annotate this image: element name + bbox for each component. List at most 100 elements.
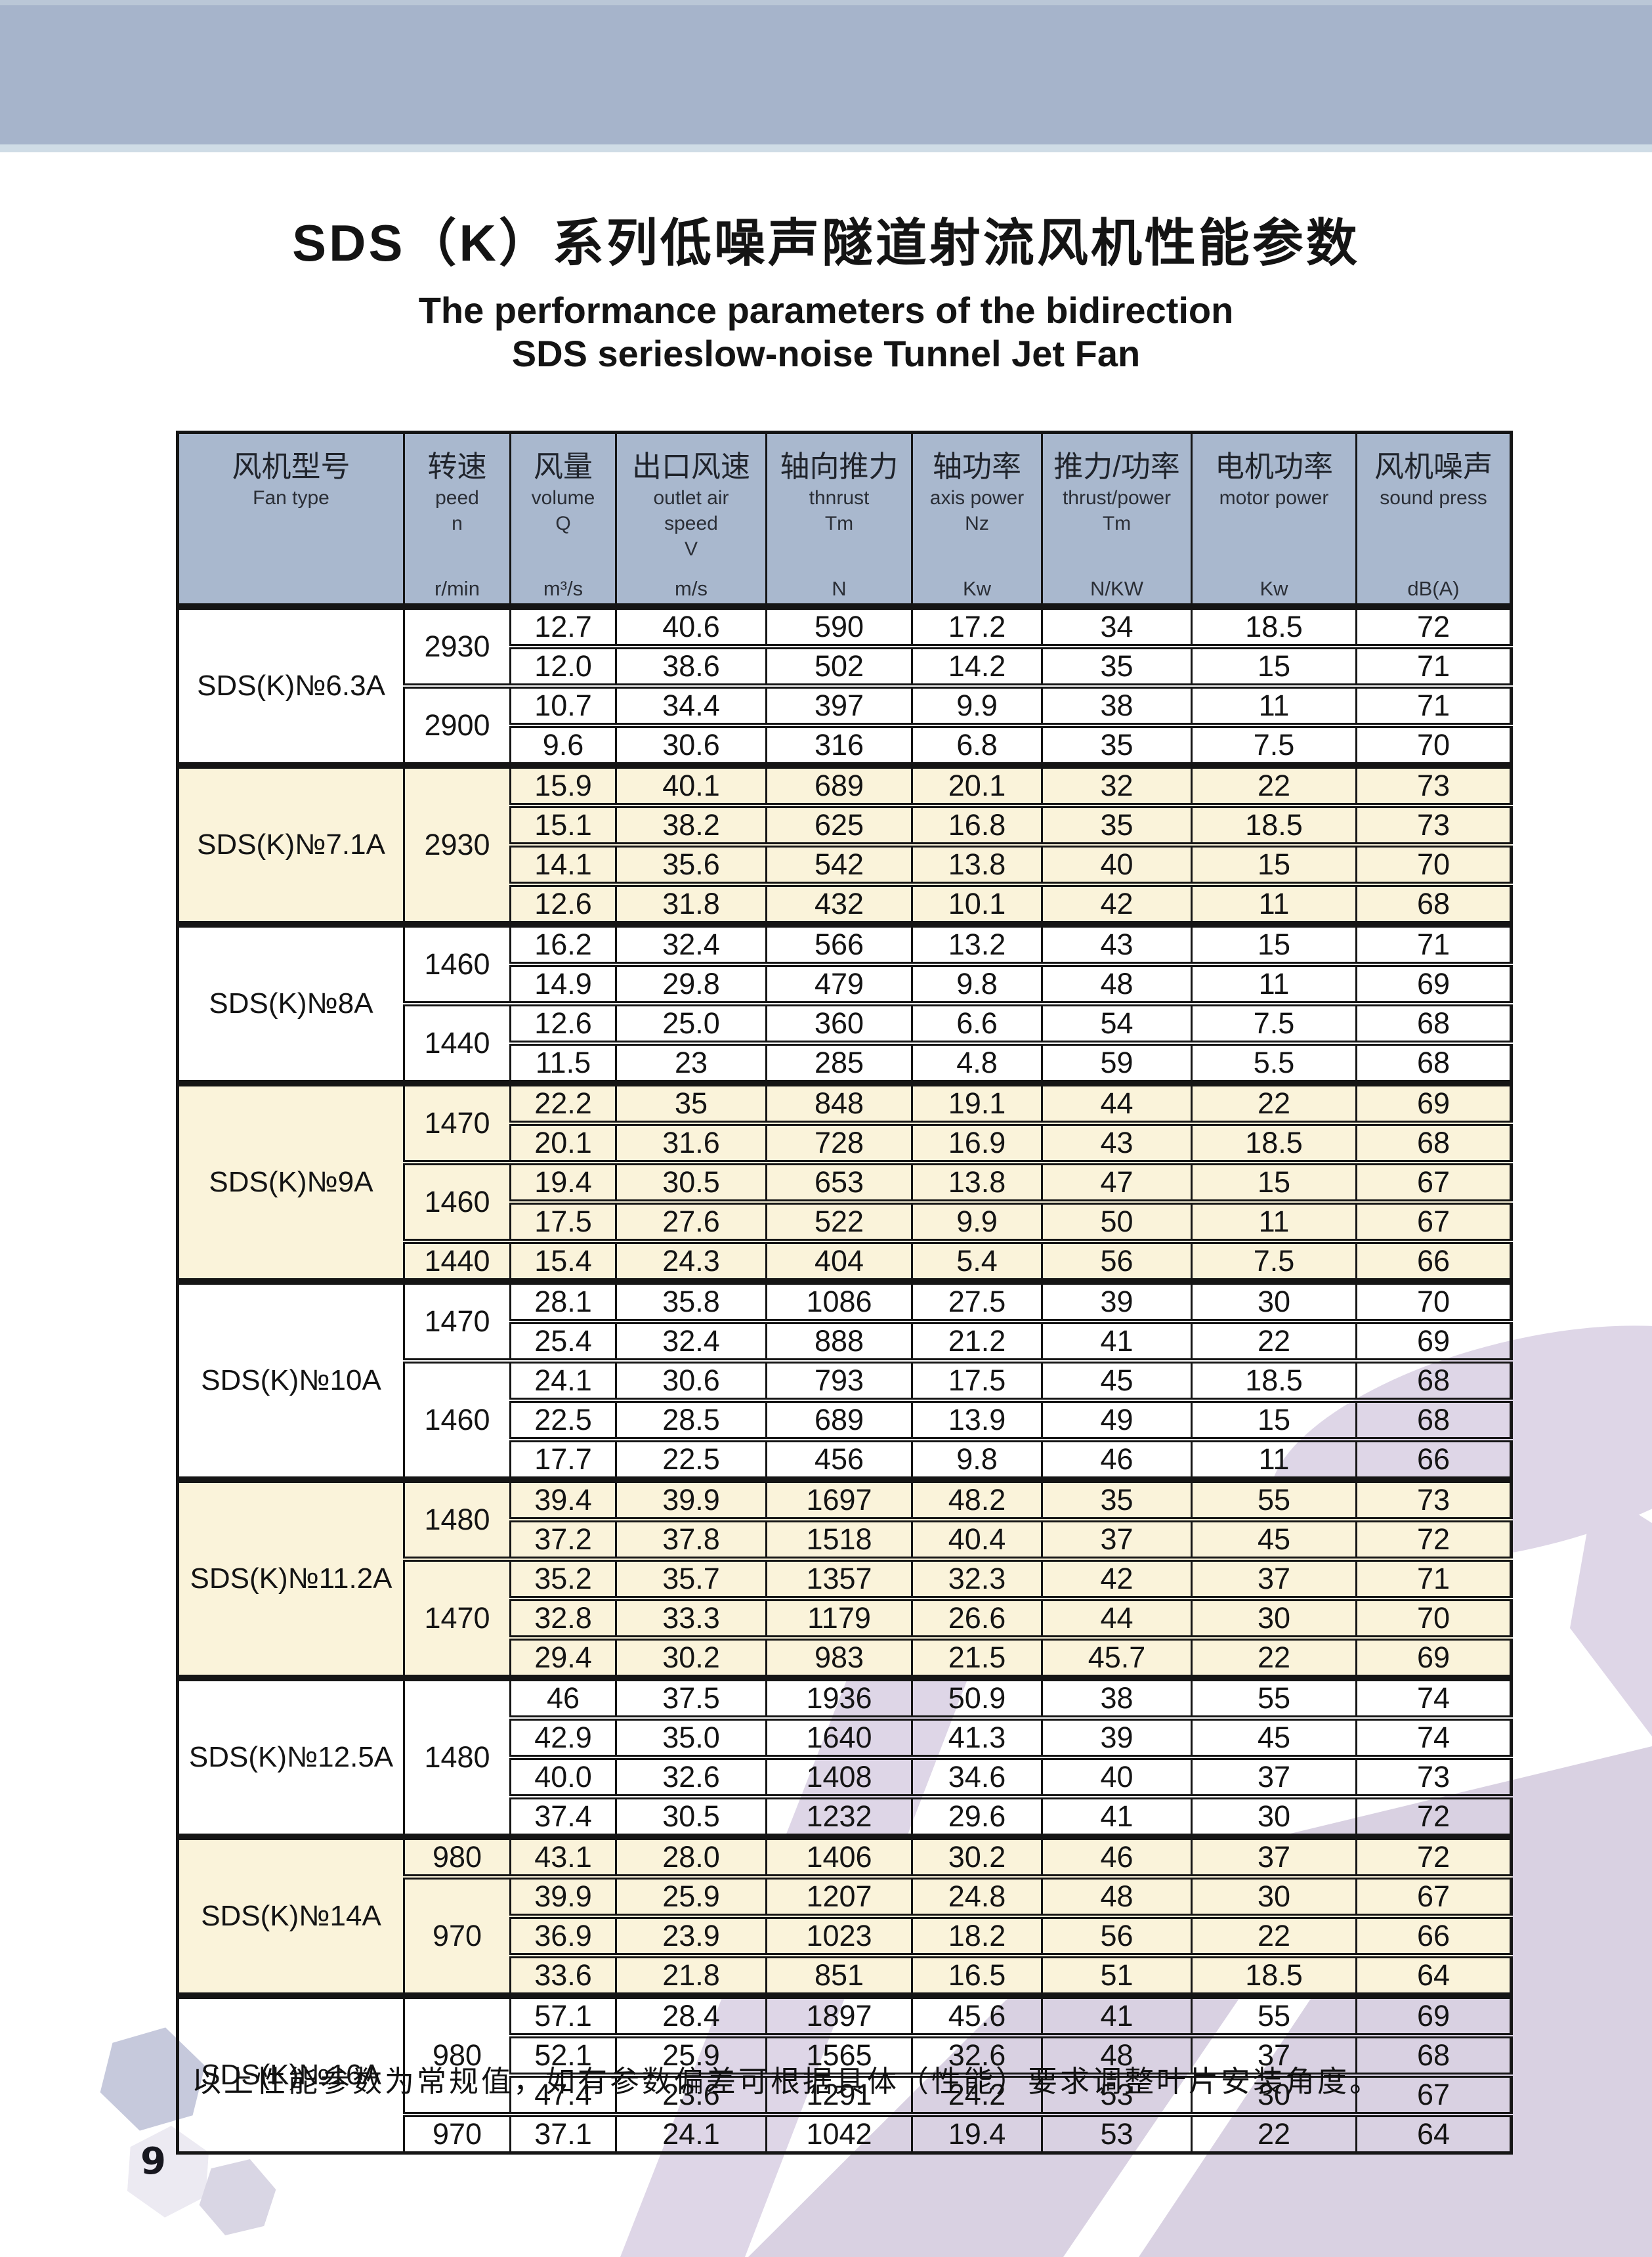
speed-cell: 1470 bbox=[403, 1557, 511, 1678]
table-row: 22.5 28.5 689 13.9 49 15 68 bbox=[178, 1398, 1512, 1440]
table-row: 40.0 32.6 1408 34.6 40 37 73 bbox=[178, 1755, 1512, 1797]
table-row: 9.6 30.6 316 6.8 35 7.5 70 bbox=[178, 723, 1512, 765]
fan-model-cell: SDS(K)№8A bbox=[177, 922, 405, 1083]
column-header-en: thnrust bbox=[809, 487, 870, 509]
value-cell: 43 bbox=[1041, 1121, 1193, 1163]
column-header-0: 风机型号 Fan type bbox=[177, 432, 405, 610]
value-cell: 53 bbox=[1041, 2112, 1193, 2153]
table-row: 1460 19.4 30.5 653 13.8 47 15 67 bbox=[178, 1160, 1512, 1241]
value-cell: 848 bbox=[765, 1081, 913, 1123]
value-cell: 22 bbox=[1191, 1914, 1357, 1956]
value-cell: 40.1 bbox=[615, 763, 767, 806]
table-row: 33.6 21.8 851 16.5 51 18.5 64 bbox=[178, 1953, 1512, 1996]
value-cell: 35.7 bbox=[615, 1557, 767, 1599]
fan-group: SDS(K)№12.5A 1480 46 37.5 1936 50.9 38 55 74 42.9… bbox=[177, 1675, 1512, 1837]
value-cell: 74 bbox=[1355, 1715, 1512, 1757]
value-cell: 1406 bbox=[765, 1834, 913, 1877]
value-cell: 40.6 bbox=[615, 604, 767, 647]
column-header-unit: dB(A) bbox=[1407, 577, 1460, 600]
value-cell: 9.9 bbox=[911, 1199, 1043, 1241]
table-row: 37.2 37.8 1518 40.4 37 45 72 bbox=[178, 1517, 1512, 1559]
value-cell: 37 bbox=[1191, 1755, 1357, 1797]
speed-cell: 1480 bbox=[403, 1477, 511, 1559]
value-cell: 28.0 bbox=[615, 1834, 767, 1877]
value-cell: 55 bbox=[1191, 1993, 1357, 2036]
table-row: 32.8 33.3 1179 26.6 44 30 70 bbox=[178, 1596, 1512, 1638]
value-cell: 72 bbox=[1355, 1517, 1512, 1559]
value-cell: 689 bbox=[765, 763, 913, 806]
value-cell: 50 bbox=[1041, 1199, 1193, 1241]
value-cell: 16.8 bbox=[911, 803, 1043, 845]
speed-cell: 970 bbox=[403, 2112, 511, 2153]
value-cell: 653 bbox=[765, 1160, 913, 1202]
value-cell: 41 bbox=[1041, 1794, 1193, 1837]
value-cell: 18.5 bbox=[1191, 604, 1357, 647]
value-cell: 53 bbox=[1041, 2073, 1193, 2115]
value-cell: 70 bbox=[1355, 723, 1512, 765]
column-header-8: 风机噪声 sound press dB(A) bbox=[1355, 432, 1512, 610]
value-cell: 73 bbox=[1355, 1755, 1512, 1797]
value-cell: 40 bbox=[1041, 1755, 1193, 1797]
value-cell: 22 bbox=[1191, 2112, 1357, 2153]
value-cell: 15 bbox=[1191, 1160, 1357, 1202]
speed-cell: 1440 bbox=[403, 1239, 511, 1281]
value-cell: 432 bbox=[765, 882, 913, 924]
column-header-unit: Kw bbox=[962, 577, 992, 600]
value-cell: 888 bbox=[765, 1319, 913, 1361]
value-cell: 12.6 bbox=[509, 882, 617, 924]
value-cell: 23.6 bbox=[615, 2073, 767, 2115]
column-header-cn: 电机功率 bbox=[1214, 450, 1333, 483]
fan-group: SDS(K)№9A 1470 22.2 35 848 19.1 44 22 69 20.1 31.6… bbox=[177, 1081, 1512, 1281]
value-cell: 70 bbox=[1355, 1596, 1512, 1638]
value-cell: 28.4 bbox=[615, 1993, 767, 2036]
column-header-en: peed bbox=[435, 487, 479, 509]
value-cell: 25.4 bbox=[509, 1319, 617, 1361]
table-row: 2900 10.7 34.4 397 9.9 38 11 71 bbox=[178, 683, 1512, 765]
value-cell: 43 bbox=[1041, 922, 1193, 964]
value-cell: 22.2 bbox=[509, 1081, 617, 1123]
value-cell: 5.5 bbox=[1191, 1041, 1357, 1083]
value-cell: 73 bbox=[1355, 1477, 1512, 1520]
value-cell: 35.0 bbox=[615, 1715, 767, 1757]
value-cell: 30.2 bbox=[911, 1834, 1043, 1877]
column-header-en: motor power bbox=[1219, 487, 1329, 509]
value-cell: 793 bbox=[765, 1358, 913, 1400]
value-cell: 56 bbox=[1041, 1914, 1193, 1956]
column-header-1: 转速 peed n r/min bbox=[403, 432, 511, 610]
value-cell: 24.2 bbox=[911, 2073, 1043, 2115]
value-cell: 38 bbox=[1041, 1675, 1193, 1718]
value-cell: 1023 bbox=[765, 1914, 913, 1956]
table-row: 15.1 38.2 625 16.8 35 18.5 73 bbox=[178, 803, 1512, 845]
value-cell: 502 bbox=[765, 644, 913, 686]
table-row: SDS(K)№14A 980 43.1 28.0 1406 30.2 46 37 72 bbox=[177, 1834, 1512, 1996]
value-cell: 48 bbox=[1041, 1874, 1193, 1916]
value-cell: 35 bbox=[1041, 723, 1193, 765]
column-header-cn: 风机噪声 bbox=[1374, 450, 1493, 483]
value-cell: 285 bbox=[765, 1041, 913, 1083]
table-row: 20.1 31.6 728 16.9 43 18.5 68 bbox=[178, 1121, 1512, 1163]
value-cell: 68 bbox=[1355, 1358, 1512, 1400]
value-cell: 72 bbox=[1355, 604, 1512, 647]
value-cell: 33.3 bbox=[615, 1596, 767, 1638]
value-cell: 29.4 bbox=[509, 1635, 617, 1678]
speed-cell: 1470 bbox=[403, 1279, 511, 1361]
fan-model-cell: SDS(K)№16A bbox=[177, 1993, 405, 2153]
value-cell: 67 bbox=[1355, 1874, 1512, 1916]
value-cell: 39 bbox=[1041, 1715, 1193, 1757]
value-cell: 625 bbox=[765, 803, 913, 845]
value-cell: 9.6 bbox=[509, 723, 617, 765]
value-cell: 13.9 bbox=[911, 1398, 1043, 1440]
value-cell: 24.1 bbox=[615, 2112, 767, 2153]
table-row: SDS(K)№11.2A 1480 39.4 39.9 1697 48.2 35 55 73 bbox=[177, 1477, 1512, 1678]
value-cell: 30.5 bbox=[615, 1794, 767, 1837]
column-header-en: Fan type bbox=[253, 487, 329, 509]
column-header-unit: m³/s bbox=[543, 577, 583, 600]
value-cell: 43.1 bbox=[509, 1834, 617, 1877]
value-cell: 10.7 bbox=[509, 683, 617, 725]
value-cell: 46 bbox=[1041, 1834, 1193, 1877]
table-row: 1460 24.1 30.6 793 17.5 45 18.5 68 bbox=[178, 1358, 1512, 1480]
speed-cell: 2930 bbox=[403, 763, 511, 924]
value-cell: 39 bbox=[1041, 1279, 1193, 1322]
value-cell: 42 bbox=[1041, 882, 1193, 924]
